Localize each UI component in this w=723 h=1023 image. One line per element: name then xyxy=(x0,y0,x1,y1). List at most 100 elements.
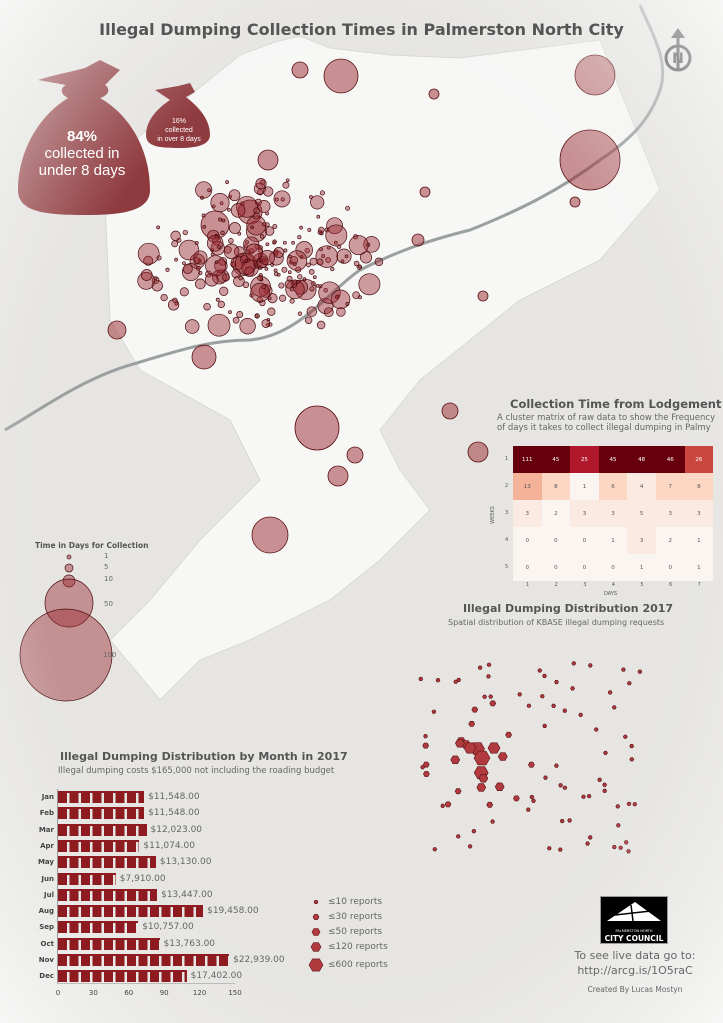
x-axis-line xyxy=(57,983,235,984)
month-bar xyxy=(58,839,140,852)
matrix-cell: 13 xyxy=(513,473,542,500)
month-row: Dec $17,402.00 xyxy=(28,969,242,983)
page-title: Illegal Dumping Collection Times in Palm… xyxy=(99,20,624,39)
matrix-cell: 3 xyxy=(513,500,542,527)
logo-line1: PALMERSTON NORTH xyxy=(615,929,653,933)
month-label: Jan xyxy=(41,793,54,801)
distribution-title: Illegal Dumping Distribution 2017 xyxy=(463,602,674,615)
matrix-cell: 48 xyxy=(627,446,656,473)
size-legend-label: 50 xyxy=(104,600,113,608)
matrix-cell: 1 xyxy=(627,554,656,581)
matrix-cell: 2 xyxy=(541,500,571,527)
month-cost-label: $12,023.00 xyxy=(150,824,203,835)
matrix-cell: 5 xyxy=(627,500,656,527)
matrix-cell: 25 xyxy=(570,446,599,473)
y-axis-line xyxy=(57,789,58,983)
size-legend-label: 100 xyxy=(103,651,117,659)
x-tick-label: 150 xyxy=(228,989,242,997)
matrix-cell: 3 xyxy=(598,500,628,527)
matrix-x-label: DAYS xyxy=(604,591,618,597)
matrix-cell: 3 xyxy=(684,500,714,527)
month-cost-label: $10,757.00 xyxy=(142,922,194,933)
dist-legend-label: ≤600 reports xyxy=(328,960,388,970)
matrix-cell: 45 xyxy=(541,446,571,473)
dist-legend-label: ≤50 reports xyxy=(328,927,383,937)
month-label: Feb xyxy=(39,809,54,818)
matrix-col-label: 5 xyxy=(640,582,644,588)
month-row: Jul $13,447.00 xyxy=(28,888,213,902)
matrix-y-label: WEEKS xyxy=(489,506,496,524)
large-percent: 84% xyxy=(66,128,98,145)
matrix-col-label: 1 xyxy=(526,582,530,588)
x-tick-label: 60 xyxy=(124,989,134,997)
month-row: May $13,130.00 xyxy=(28,855,211,869)
matrix-cell: 0 xyxy=(541,527,571,554)
matrix-col-label: 4 xyxy=(611,582,615,588)
month-bar xyxy=(58,856,156,869)
month-bar xyxy=(58,791,145,803)
matrix-subtitle-line1: A cluster matrix of raw data to show the… xyxy=(497,413,716,423)
month-bar xyxy=(58,872,116,885)
matrix-cell: 1 xyxy=(598,527,628,554)
council-logo: PALMERSTON NORTH CITY COUNCIL xyxy=(600,896,668,944)
month-row: Apr $11,074.00 xyxy=(28,839,195,853)
month-label: Nov xyxy=(38,956,54,964)
month-label: Sep xyxy=(39,923,54,932)
matrix-cell: 111 xyxy=(513,446,542,473)
size-legend-title: Time in Days for Collection xyxy=(35,541,149,550)
dist-legend-label: ≤10 reports xyxy=(328,897,383,907)
dist-legend-label: ≤120 reports xyxy=(328,942,388,952)
small-line2: in over 8 days xyxy=(157,136,201,143)
matrix-row-label: 5 xyxy=(505,564,509,570)
matrix-title: Collection Time from Lodgement xyxy=(510,397,722,411)
matrix-cell: 4 xyxy=(627,473,656,500)
month-row: Nov $22,939.00 xyxy=(28,953,285,967)
month-bar xyxy=(58,823,147,836)
matrix-subtitle: A cluster matrix of raw data to show the… xyxy=(497,413,715,433)
month-bar xyxy=(58,807,145,820)
dist-legend-label: ≤30 reports xyxy=(328,912,383,922)
size-legend-label: 5 xyxy=(104,563,109,571)
matrix-cell: 1 xyxy=(684,527,714,554)
matrix-col-label: 3 xyxy=(583,582,587,588)
month-cost-label: $13,130.00 xyxy=(159,857,212,868)
matrix-cell: 2 xyxy=(656,527,685,554)
small-line1: collected xyxy=(165,127,193,134)
month-label: Apr xyxy=(40,841,54,850)
chart-subtitle: Illegal dumping costs $165,000 not inclu… xyxy=(58,766,335,776)
month-row: Jun $7,910.00 xyxy=(28,872,166,886)
month-label: Jun xyxy=(41,874,54,883)
month-bar xyxy=(58,905,204,918)
month-cost-label: $11,074.00 xyxy=(143,840,195,851)
month-cost-label: $22,939.00 xyxy=(233,955,285,965)
month-label: Jul xyxy=(44,890,54,899)
matrix-cell: 26 xyxy=(684,446,714,473)
matrix-cell: 3 xyxy=(656,500,685,527)
size-legend-label: 1 xyxy=(104,552,109,560)
matrix-row-label: 1 xyxy=(505,456,509,462)
council-logo-icon xyxy=(607,902,661,922)
x-tick-label: 90 xyxy=(159,989,169,997)
month-bar xyxy=(58,970,187,983)
month-cost-label: $13,447.00 xyxy=(161,889,213,900)
month-cost-label: $19,458.00 xyxy=(207,906,259,917)
large-line1: collected in xyxy=(44,145,120,162)
month-bar xyxy=(58,888,158,901)
matrix-row-label: 3 xyxy=(505,510,509,516)
matrix-cell: 0 xyxy=(513,527,542,554)
matrix-cell: 45 xyxy=(598,446,628,473)
month-row: Jan $11,548.00 xyxy=(28,790,200,804)
matrix-cell: 3 xyxy=(570,500,599,527)
month-cost-label: $17,402.00 xyxy=(190,971,243,982)
month-cost-label: $7,910.00 xyxy=(119,873,166,884)
matrix-col-label: 6 xyxy=(669,582,673,588)
month-bar xyxy=(58,937,160,950)
live-data-link[interactable]: http://arcg.is/1O5raC xyxy=(577,964,693,977)
month-row: Oct $13,763.00 xyxy=(28,937,215,951)
x-tick-label: 0 xyxy=(55,989,61,997)
month-cost-label: $13,763.00 xyxy=(163,938,216,949)
month-cost-label: $11,548.00 xyxy=(148,808,200,819)
live-data-text: To see live data go to: xyxy=(574,949,696,962)
live-data: To see live data go to: http://arcg.is/1… xyxy=(560,948,710,978)
month-label: Oct xyxy=(40,939,54,948)
